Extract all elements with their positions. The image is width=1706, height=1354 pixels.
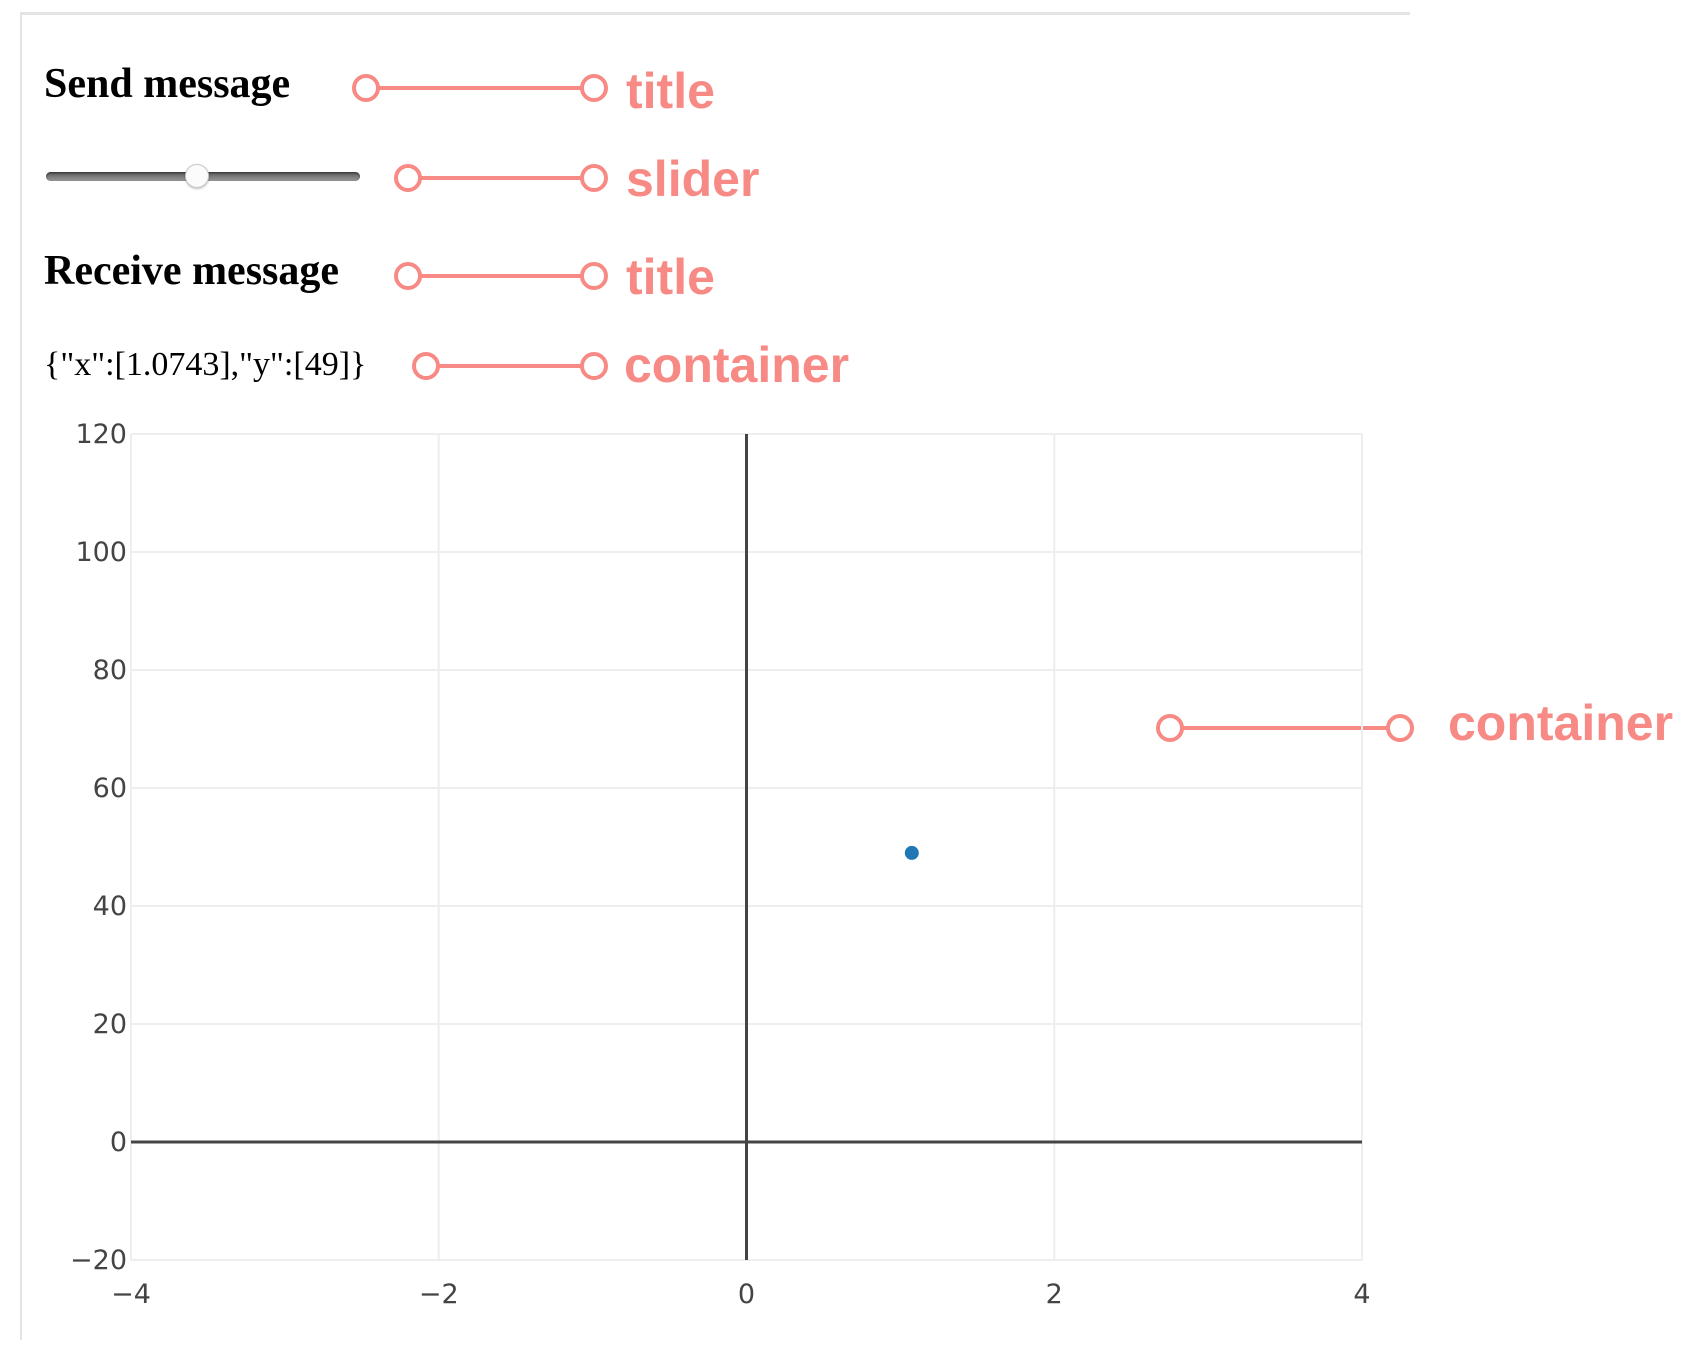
plot-axes	[131, 434, 1362, 1260]
data-point[interactable]	[904, 845, 919, 860]
annotation-start-circle-icon	[352, 74, 380, 102]
x-tick-label: −2	[419, 1279, 459, 1310]
annotation-start-circle-icon	[394, 262, 422, 290]
annotation-connector	[368, 86, 594, 90]
plot-points[interactable]	[904, 845, 919, 860]
annotation-label: slider	[626, 151, 760, 207]
annotation-start-circle-icon	[394, 164, 422, 192]
received-message-container: {"x":[1.0743],"y":[49]}	[44, 346, 367, 383]
annotation-connector	[410, 274, 594, 278]
annotation-connector	[428, 364, 594, 368]
x-tick-label: 4	[1353, 1279, 1370, 1310]
panel-left-border	[20, 14, 22, 1340]
y-tick-label: 20	[93, 1009, 127, 1040]
y-tick-label: 40	[93, 891, 127, 922]
y-tick-label: −20	[70, 1245, 127, 1276]
annotation-end-circle-icon	[580, 164, 608, 192]
send-message-title: Send message	[44, 61, 291, 107]
panel-top-border	[20, 12, 1410, 15]
x-tick-label: 2	[1046, 1279, 1063, 1310]
y-tick-label: 120	[75, 419, 127, 450]
annotation-start-circle-icon	[1156, 714, 1184, 742]
annotation-label: title	[626, 63, 715, 119]
annotation-end-circle-icon	[580, 262, 608, 290]
annotation-start-circle-icon	[412, 352, 440, 380]
slider-thumb[interactable]	[184, 164, 209, 188]
y-tick-label: 60	[93, 773, 127, 804]
annotation-end-circle-icon	[580, 74, 608, 102]
y-tick-label: 100	[75, 537, 127, 568]
annotation-connector	[1172, 726, 1400, 730]
annotation-end-circle-icon	[1386, 714, 1414, 742]
y-tick-label: 80	[93, 655, 127, 686]
x-tick-label: 0	[738, 1279, 755, 1310]
y-tick-label: 0	[110, 1127, 127, 1158]
annotation-end-circle-icon	[580, 352, 608, 380]
x-tick-label: −4	[111, 1279, 151, 1310]
annotation-label: container	[1448, 695, 1674, 751]
annotation-connector	[410, 176, 594, 180]
annotation-label: container	[624, 337, 850, 393]
receive-message-title: Receive message	[44, 248, 340, 294]
annotation-label: title	[626, 249, 715, 305]
send-slider[interactable]	[46, 164, 360, 190]
